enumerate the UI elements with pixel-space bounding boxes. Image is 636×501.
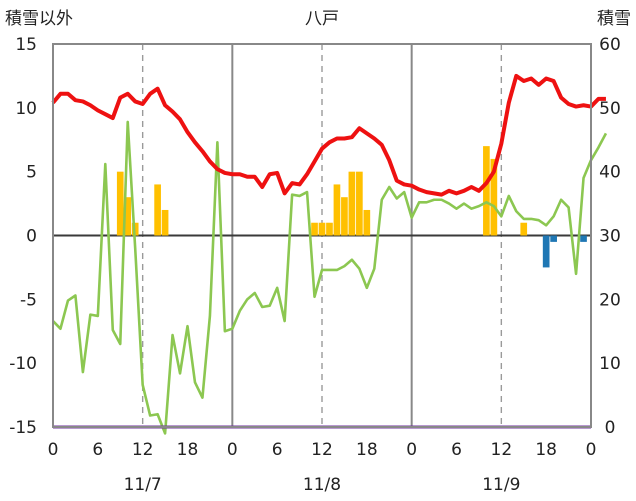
precip-bar xyxy=(154,184,161,236)
right-tick-label: 40 xyxy=(599,163,621,183)
x-tick-labels: 0 6 12 18 0 6 12 18 0 6 12 18 0 xyxy=(48,440,597,460)
bars-layer xyxy=(116,146,587,268)
right-axis-title: 積雪 xyxy=(597,9,631,29)
x-tick-label: 18 xyxy=(177,440,199,460)
right-tick-label: 20 xyxy=(599,290,621,310)
date-label: 11/7 xyxy=(124,475,162,495)
precip-bar xyxy=(116,171,124,236)
x-tick-label: 12 xyxy=(132,440,154,460)
temperature-line xyxy=(51,73,606,197)
right-tick-label: 0 xyxy=(605,418,616,438)
x-tick-label: 6 xyxy=(451,440,462,460)
x-tick-label: 6 xyxy=(272,440,283,460)
left-tick-label: 5 xyxy=(26,163,37,183)
frame-layer xyxy=(52,43,592,428)
x-tick-label: 0 xyxy=(586,440,597,460)
left-tick-label: -5 xyxy=(20,290,37,310)
precip-bar xyxy=(483,146,490,236)
x-tick-label: 0 xyxy=(227,440,238,460)
green-line-series xyxy=(52,120,608,435)
right-tick-label: 50 xyxy=(599,99,621,119)
precip-bar xyxy=(318,222,326,236)
right-tick-label: 30 xyxy=(599,227,621,247)
plot-frame xyxy=(52,43,592,428)
precip-bar xyxy=(490,158,498,236)
right-tick-label: 10 xyxy=(599,354,621,374)
date-label: 11/9 xyxy=(482,475,520,495)
x-tick-label: 12 xyxy=(491,440,513,460)
chart-title: 八戸 xyxy=(305,9,339,29)
x-tick-label: 0 xyxy=(406,440,417,460)
date-labels: 11/7 11/8 11/9 xyxy=(124,475,521,495)
x-tick-label: 12 xyxy=(311,440,333,460)
left-tick-label: 15 xyxy=(15,35,37,55)
precip-bar xyxy=(311,222,318,236)
right-tick-label: 60 xyxy=(599,35,621,55)
x-tick-label: 18 xyxy=(535,440,557,460)
x-tick-label: 6 xyxy=(92,440,103,460)
precip-bar xyxy=(161,209,169,236)
x-tick-label: 18 xyxy=(356,440,378,460)
left-tick-label: 10 xyxy=(15,99,37,119)
snow-change-bar xyxy=(542,235,550,268)
precip-bar xyxy=(326,222,333,236)
snow-change-bar xyxy=(580,235,587,242)
precip-bar xyxy=(124,197,132,236)
precip-bar xyxy=(348,171,356,236)
left-tick-labels: 15 10 5 0 -5 -10 -15 xyxy=(9,35,37,438)
left-tick-label: -15 xyxy=(9,418,37,438)
snow-change-bar xyxy=(550,235,557,242)
right-tick-labels: 60 50 40 30 20 10 0 xyxy=(599,35,621,438)
precip-bar xyxy=(356,171,363,236)
date-label: 11/8 xyxy=(303,475,341,495)
precip-bar xyxy=(341,197,348,236)
left-tick-label: 0 xyxy=(26,227,37,247)
x-tick-label: 0 xyxy=(48,440,59,460)
precip-bar xyxy=(363,209,371,236)
precip-bar xyxy=(520,222,528,236)
left-axis-title: 積雪以外 xyxy=(5,9,73,29)
left-tick-label: -10 xyxy=(9,354,37,374)
precip-bar xyxy=(333,184,341,236)
